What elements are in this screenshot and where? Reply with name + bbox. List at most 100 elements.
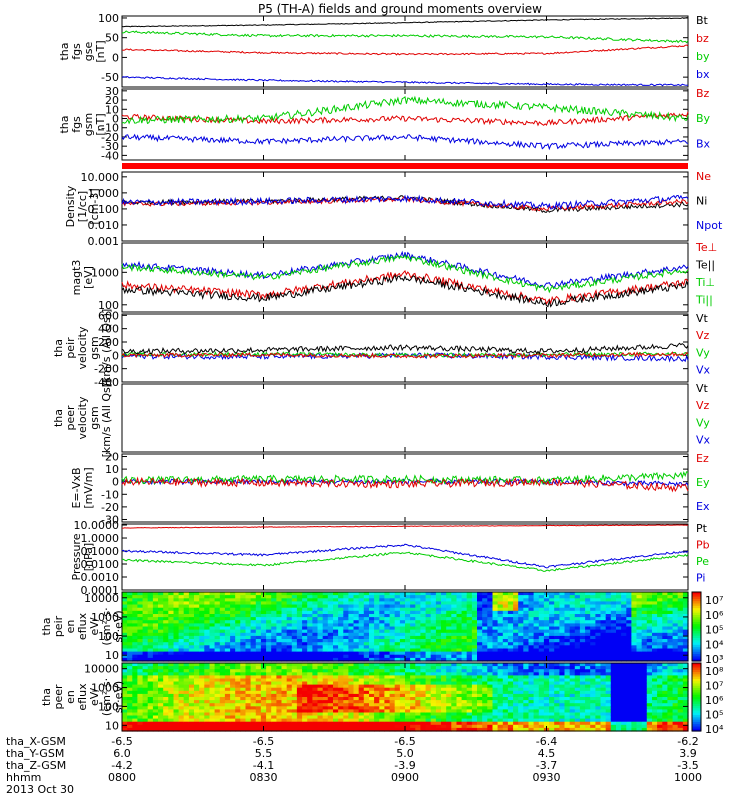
heatmap-cell xyxy=(559,684,566,689)
heatmap-cell xyxy=(188,700,195,704)
heatmap-cell xyxy=(338,715,344,720)
heatmap-cell xyxy=(168,693,174,698)
heatmap-cell xyxy=(235,715,241,720)
heatmap-cell xyxy=(466,648,473,653)
heatmap-cell xyxy=(224,718,231,723)
heatmap-cell xyxy=(255,712,262,717)
heatmap-cell xyxy=(616,651,622,656)
heatmap-cell xyxy=(353,651,360,656)
heatmap-cell xyxy=(451,642,457,646)
heatmap-cell xyxy=(518,700,524,704)
heatmap-cell xyxy=(178,709,185,714)
heatmap-cell xyxy=(245,687,252,692)
heatmap-cell xyxy=(585,626,591,631)
heatmap-cell xyxy=(302,678,308,683)
heatmap-cell xyxy=(142,706,149,710)
heatmap-cell xyxy=(415,703,421,707)
heatmap-cell xyxy=(430,690,437,695)
heatmap-cell xyxy=(533,663,540,667)
heatmap-cell xyxy=(152,607,159,612)
heatmap-cell xyxy=(425,690,432,695)
heatmap-cell xyxy=(497,614,504,618)
heatmap-cell xyxy=(379,666,385,670)
series-line-Npot xyxy=(121,194,689,210)
heatmap-cell xyxy=(260,632,267,637)
heatmap-cell xyxy=(343,675,349,680)
heatmap-cell xyxy=(595,715,602,720)
heatmap-cell xyxy=(152,598,159,602)
heatmap-cell xyxy=(122,718,128,723)
heatmap-cell xyxy=(219,721,226,726)
heatmap-cell xyxy=(590,626,596,631)
heatmap-cell xyxy=(497,651,504,656)
heatmap-cell xyxy=(178,626,185,631)
heatmap-cell xyxy=(590,657,596,662)
heatmap-cell xyxy=(209,604,216,609)
heatmap-cell xyxy=(276,592,283,596)
heatmap-cell xyxy=(230,598,236,602)
heatmap-cell xyxy=(585,629,591,634)
heatmap-cell xyxy=(435,706,442,710)
heatmap-cell xyxy=(621,598,627,602)
heatmap-cell xyxy=(672,632,679,637)
heatmap-cell xyxy=(188,715,195,720)
heatmap-cell xyxy=(569,623,576,628)
heatmap-cell xyxy=(291,635,298,640)
heatmap-cell xyxy=(260,703,267,707)
heatmap-cell xyxy=(266,700,272,704)
heatmap-cell xyxy=(266,648,272,653)
heatmap-cell xyxy=(487,693,493,698)
heatmap-cell xyxy=(538,715,545,720)
heatmap-cell xyxy=(538,657,545,662)
panel-frame xyxy=(121,523,689,591)
heatmap-cell xyxy=(343,672,349,676)
heatmap-cell xyxy=(430,693,437,698)
heatmap-cell xyxy=(230,684,236,689)
heatmap-cell xyxy=(538,651,545,656)
heatmap-cell xyxy=(224,657,231,662)
heatmap-cell xyxy=(590,642,596,646)
heatmap-cell xyxy=(369,712,375,717)
heatmap-cell xyxy=(240,598,246,602)
heatmap-cell xyxy=(595,651,602,656)
heatmap-cell xyxy=(163,697,169,701)
heatmap-cell xyxy=(317,690,324,695)
heatmap-cell xyxy=(317,684,324,689)
heatmap-cell xyxy=(585,718,591,723)
heatmap-cell xyxy=(487,620,493,624)
heatmap-cell xyxy=(471,629,478,634)
heatmap-cell xyxy=(497,645,504,649)
heatmap-cell xyxy=(317,642,324,646)
heatmap-cell xyxy=(152,693,159,698)
heatmap-cell xyxy=(271,651,277,656)
heatmap-cell xyxy=(333,709,339,714)
legend-entry: Pe xyxy=(696,555,709,568)
heatmap-cell xyxy=(466,703,473,707)
heatmap-cell xyxy=(152,666,159,670)
heatmap-cell xyxy=(168,709,174,714)
heatmap-cell xyxy=(441,712,447,717)
heatmap-cell xyxy=(266,601,272,606)
heatmap-cell xyxy=(379,669,385,673)
heatmap-cell xyxy=(446,610,452,615)
heatmap-cell xyxy=(662,610,668,615)
heatmap-cell xyxy=(255,718,262,723)
heatmap-cell xyxy=(616,642,622,646)
heatmap-cell xyxy=(399,684,406,689)
heatmap-cell xyxy=(564,635,571,640)
heatmap-cell xyxy=(312,721,319,726)
heatmap-cell xyxy=(286,715,293,720)
heatmap-cell xyxy=(399,675,406,680)
heatmap-cell xyxy=(363,595,370,599)
y-tick-label: 10000 xyxy=(84,592,119,605)
heatmap-cell xyxy=(230,715,236,720)
heatmap-cell xyxy=(163,610,169,615)
heatmap-cell xyxy=(333,721,339,726)
heatmap-cell xyxy=(389,635,396,640)
heatmap-cell xyxy=(389,654,396,659)
heatmap-cell xyxy=(600,642,607,646)
heatmap-cell xyxy=(590,709,596,714)
heatmap-cell xyxy=(523,639,529,643)
heatmap-cell xyxy=(188,617,195,621)
heatmap-cell xyxy=(327,678,334,683)
